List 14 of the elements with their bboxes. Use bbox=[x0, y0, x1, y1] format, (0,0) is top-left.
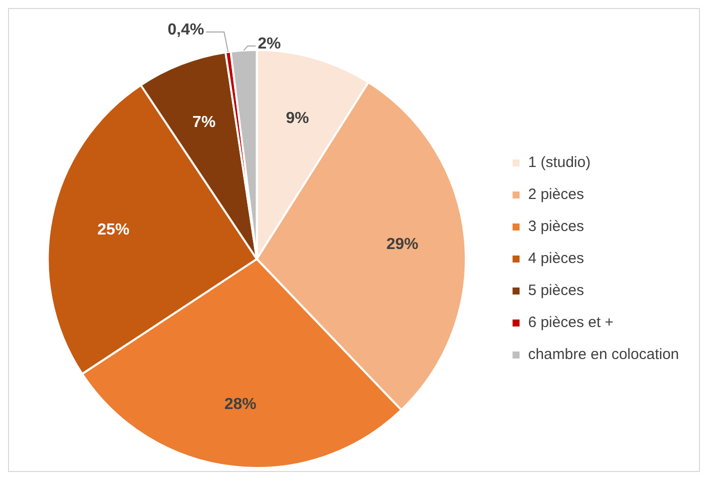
legend-label: 4 pièces bbox=[528, 250, 584, 268]
data-label: 28% bbox=[224, 396, 256, 413]
data-label: 0,4% bbox=[168, 21, 204, 38]
data-label: 9% bbox=[286, 110, 310, 127]
legend-label: 2 pièces bbox=[528, 186, 584, 204]
legend-label: 6 pièces et + bbox=[528, 314, 614, 332]
data-label: 7% bbox=[192, 114, 216, 131]
legend-label: 5 pièces bbox=[528, 282, 584, 300]
legend-label: chambre en colocation bbox=[528, 346, 680, 364]
data-label: 29% bbox=[386, 236, 418, 253]
data-label: 2% bbox=[258, 35, 281, 52]
data-label: 25% bbox=[97, 221, 130, 238]
legend-label: 3 pièces bbox=[528, 218, 584, 236]
legend-label: 1 (studio) bbox=[528, 154, 591, 172]
